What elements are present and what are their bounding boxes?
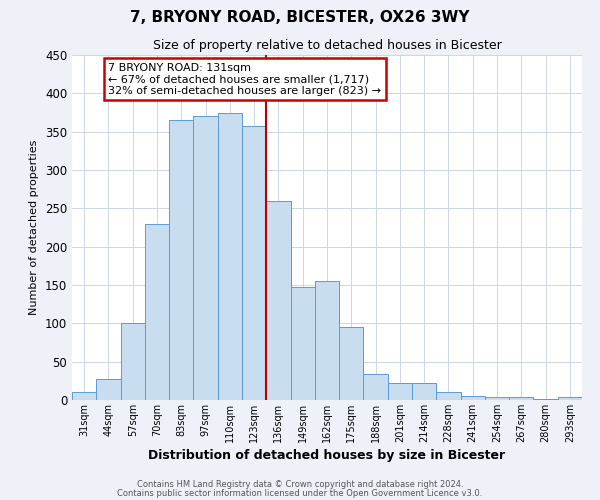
Bar [339, 327, 364, 400]
Bar [242, 126, 266, 400]
Bar [96, 380, 121, 400]
Bar [266, 200, 290, 400]
Bar [558, 397, 582, 400]
Title: Size of property relative to detached houses in Bicester: Size of property relative to detached ho… [152, 40, 502, 52]
Bar [364, 374, 388, 400]
Bar [388, 383, 412, 400]
Y-axis label: Number of detached properties: Number of detached properties [29, 140, 40, 315]
Bar [290, 288, 315, 400]
Bar [485, 397, 509, 400]
Bar [509, 397, 533, 400]
Text: 7 BRYONY ROAD: 131sqm
← 67% of detached houses are smaller (1,717)
32% of semi-d: 7 BRYONY ROAD: 131sqm ← 67% of detached … [109, 62, 382, 96]
Bar [121, 324, 145, 400]
Bar [461, 396, 485, 400]
Bar [412, 383, 436, 400]
Bar [533, 399, 558, 400]
Text: Contains HM Land Registry data © Crown copyright and database right 2024.: Contains HM Land Registry data © Crown c… [137, 480, 463, 489]
Bar [169, 120, 193, 400]
Bar [72, 392, 96, 400]
Bar [315, 281, 339, 400]
Bar [218, 112, 242, 400]
X-axis label: Distribution of detached houses by size in Bicester: Distribution of detached houses by size … [148, 449, 506, 462]
Text: 7, BRYONY ROAD, BICESTER, OX26 3WY: 7, BRYONY ROAD, BICESTER, OX26 3WY [130, 10, 470, 25]
Bar [193, 116, 218, 400]
Bar [436, 392, 461, 400]
Bar [145, 224, 169, 400]
Text: Contains public sector information licensed under the Open Government Licence v3: Contains public sector information licen… [118, 489, 482, 498]
